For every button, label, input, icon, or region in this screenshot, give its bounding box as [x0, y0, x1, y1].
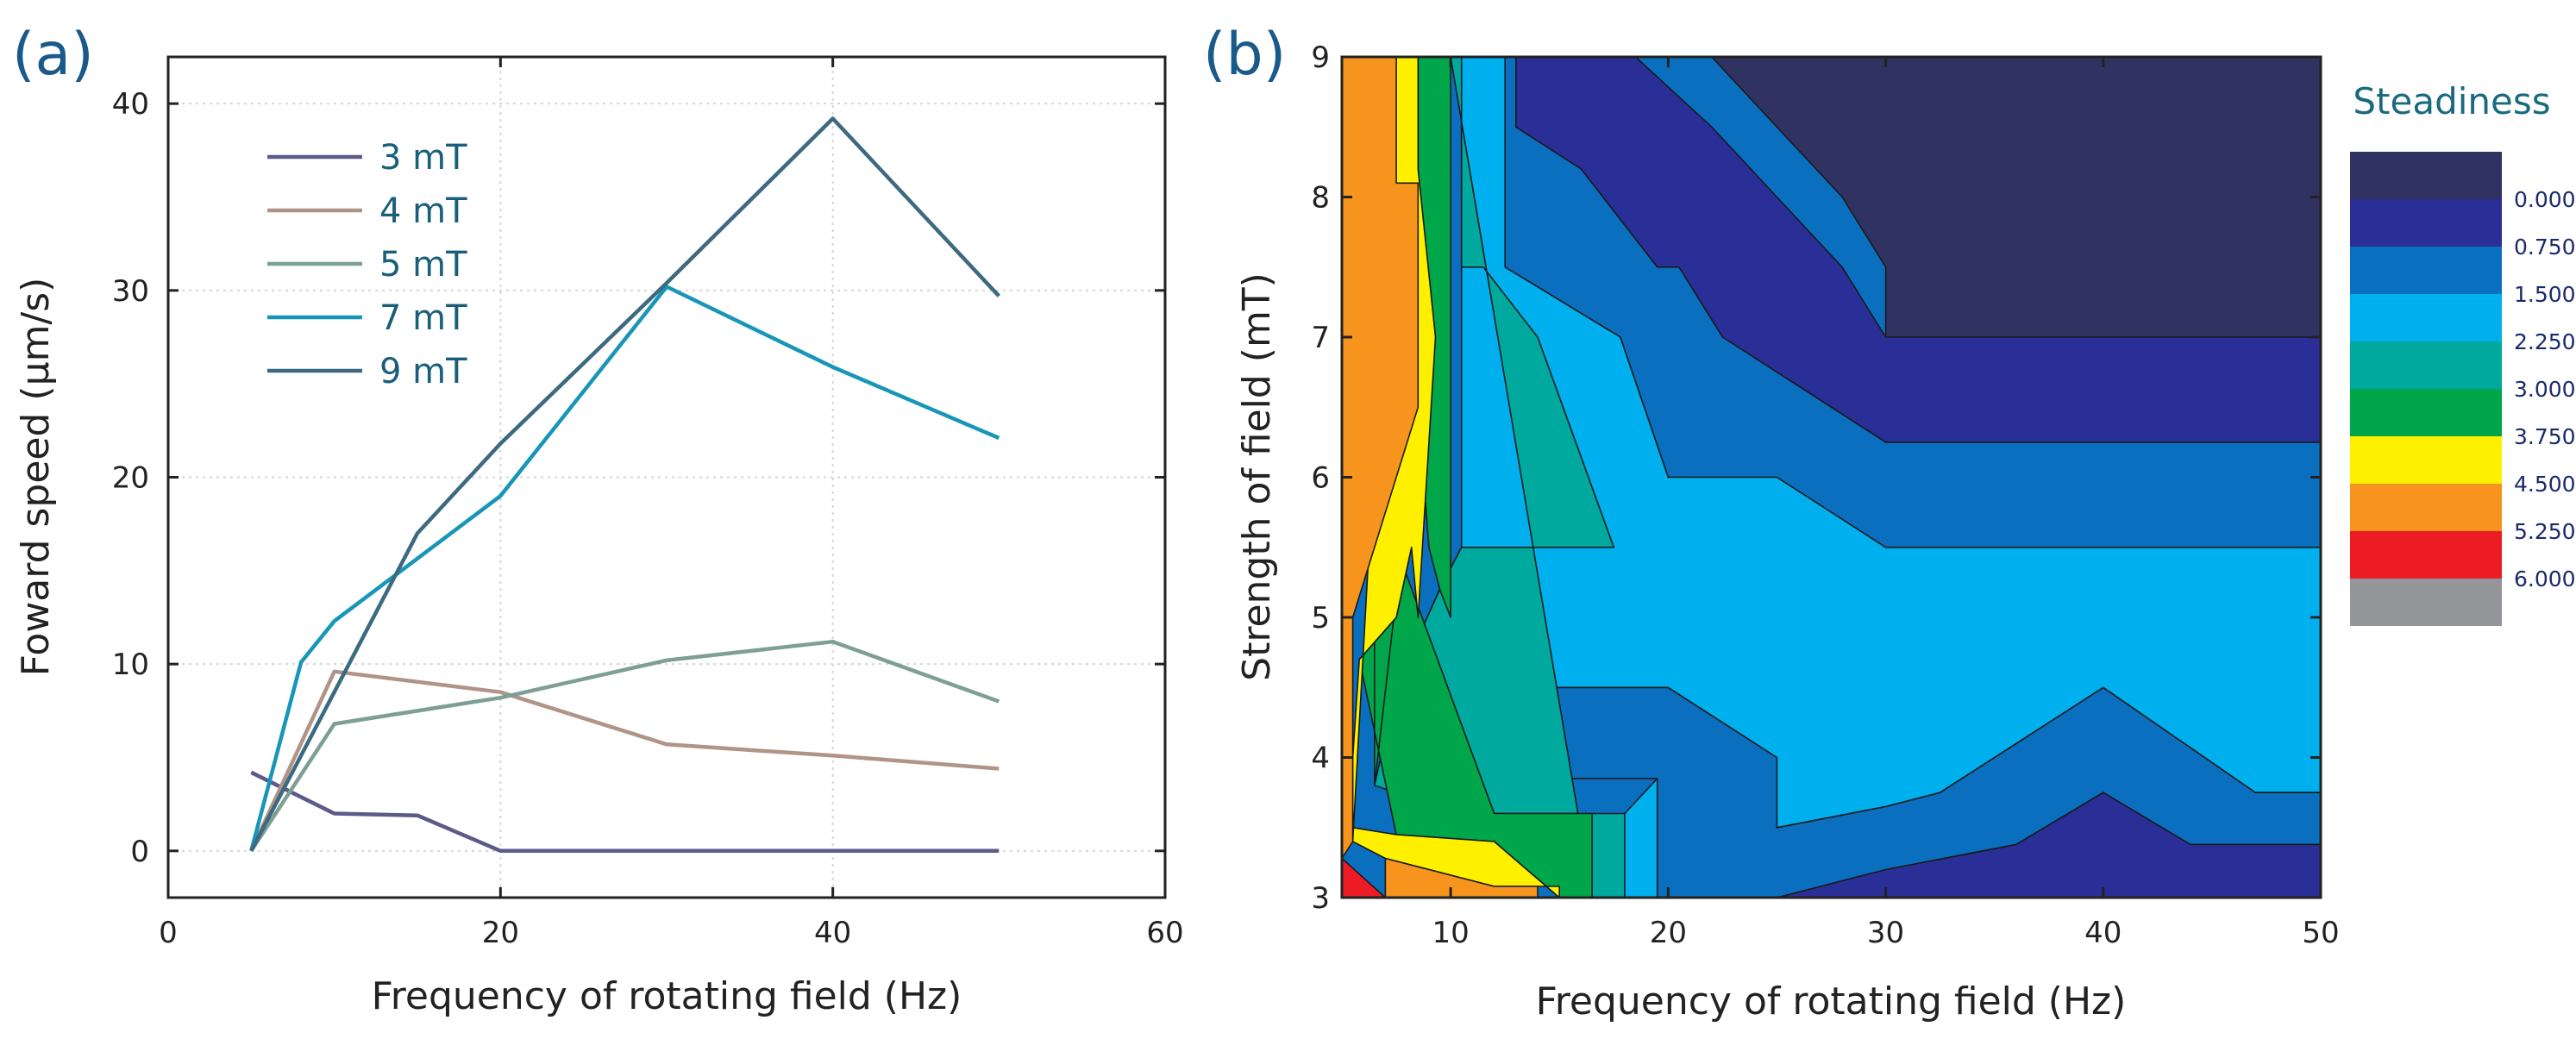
y-tick-label: 10: [112, 648, 149, 682]
colorbar-label: 6.000: [2514, 566, 2576, 591]
y-tick-label: 7: [1311, 321, 1330, 355]
x-tick-label: 50: [2302, 916, 2339, 950]
y-tick-label: 20: [112, 461, 149, 496]
x-tick-label: 20: [482, 916, 519, 950]
colorbar-swatch: [2350, 341, 2502, 389]
colorbar-swatch: [2350, 436, 2502, 484]
series-line-9-mt: [249, 116, 1000, 852]
colorbar-swatch: [2350, 247, 2502, 294]
legend-label-9-mt: 9 mT: [379, 352, 467, 391]
x-tick-label: 0: [159, 916, 178, 950]
colorbar-swatch: [2350, 484, 2502, 531]
panel-b-ylabel: Strength of field (mT): [1235, 272, 1279, 681]
x-tick-label: 40: [2084, 916, 2122, 950]
legend-label-7-mt: 7 mT: [379, 298, 467, 338]
panel-a-ticks: 0 20 40 60 0 10 20 30 40: [112, 57, 1184, 950]
contour-regions: [1341, 56, 2322, 898]
legend-label-4-mt: 4 mT: [379, 191, 467, 231]
colorbar-label: 3.000: [2514, 377, 2576, 402]
colorbar-swatch: [2350, 531, 2502, 579]
panel-a-series: [249, 116, 1000, 854]
colorbar-label: 0.000: [2514, 187, 2576, 212]
y-tick-label: 4: [1311, 742, 1330, 776]
contour-region-5_250: [1384, 857, 1539, 898]
series-line-4-mt: [249, 669, 1000, 852]
colorbar-label: 0.750: [2514, 235, 2576, 260]
colorbar-swatch: [2350, 199, 2502, 247]
x-tick-label: 10: [1432, 916, 1469, 950]
series-line-3-mt: [250, 770, 1000, 854]
x-tick-label: 40: [814, 916, 851, 950]
y-tick-label: 8: [1311, 181, 1330, 216]
series-line-5-mt: [249, 639, 1000, 853]
y-tick-label: 3: [1311, 881, 1330, 916]
x-tick-label: 60: [1146, 916, 1183, 950]
colorbar-label: 5.250: [2514, 519, 2576, 544]
legend: 3 mT 4 mT 5 mT 7 mT 9 mT: [267, 138, 467, 391]
colorbar-label: 4.500: [2514, 472, 2576, 497]
colorbar-swatch: [2350, 294, 2502, 341]
panel-b-label: (b): [1203, 21, 1286, 89]
y-tick-label: 0: [130, 835, 149, 869]
y-tick-label: 5: [1311, 601, 1330, 635]
panel-b-xlabel: Frequency of rotating field (Hz): [1536, 980, 2127, 1023]
panel-a-xlabel: Frequency of rotating field (Hz): [372, 974, 962, 1018]
panel-a: (a) 0 20 40 60 0 10 20 30 40 3 mT 4 mT 5 mT 7 mT 9 m…: [12, 21, 1184, 1018]
y-tick-label: 40: [112, 87, 149, 122]
series-line-7-mt: [249, 285, 1000, 852]
panel-b: (b) 10 20 30 40 50 3 4 5 6 7 8 9 Frequency of rotat…: [1203, 21, 2576, 1023]
colorbar-title: Steadiness: [2353, 80, 2550, 122]
colorbar-label: 3.750: [2514, 424, 2576, 449]
x-tick-label: 30: [1867, 916, 1904, 950]
colorbar-swatch: [2350, 389, 2502, 436]
panel-a-grid: [168, 57, 1165, 898]
y-tick-label: 6: [1311, 461, 1330, 496]
x-tick-label: 20: [1650, 916, 1687, 950]
y-tick-label: 30: [112, 274, 149, 309]
legend-label-3-mt: 3 mT: [379, 138, 467, 178]
colorbar-swatch: [2350, 152, 2502, 199]
colorbar-label: 1.500: [2514, 282, 2576, 307]
colorbar-label: 2.250: [2514, 329, 2576, 354]
y-tick-label: 9: [1311, 41, 1330, 75]
colorbar: 0.000 0.750 1.500 2.250 3.000 3.750 4.500 5.250…: [2350, 152, 2576, 626]
legend-label-5-mt: 5 mT: [379, 245, 467, 285]
panel-a-ylabel: Foward speed (µm/s): [14, 278, 58, 677]
panel-a-label: (a): [12, 21, 94, 89]
colorbar-swatch: [2350, 579, 2502, 626]
panel-b-ticks: 10 20 30 40 50 3 4 5 6 7 8 9: [1311, 41, 2339, 950]
